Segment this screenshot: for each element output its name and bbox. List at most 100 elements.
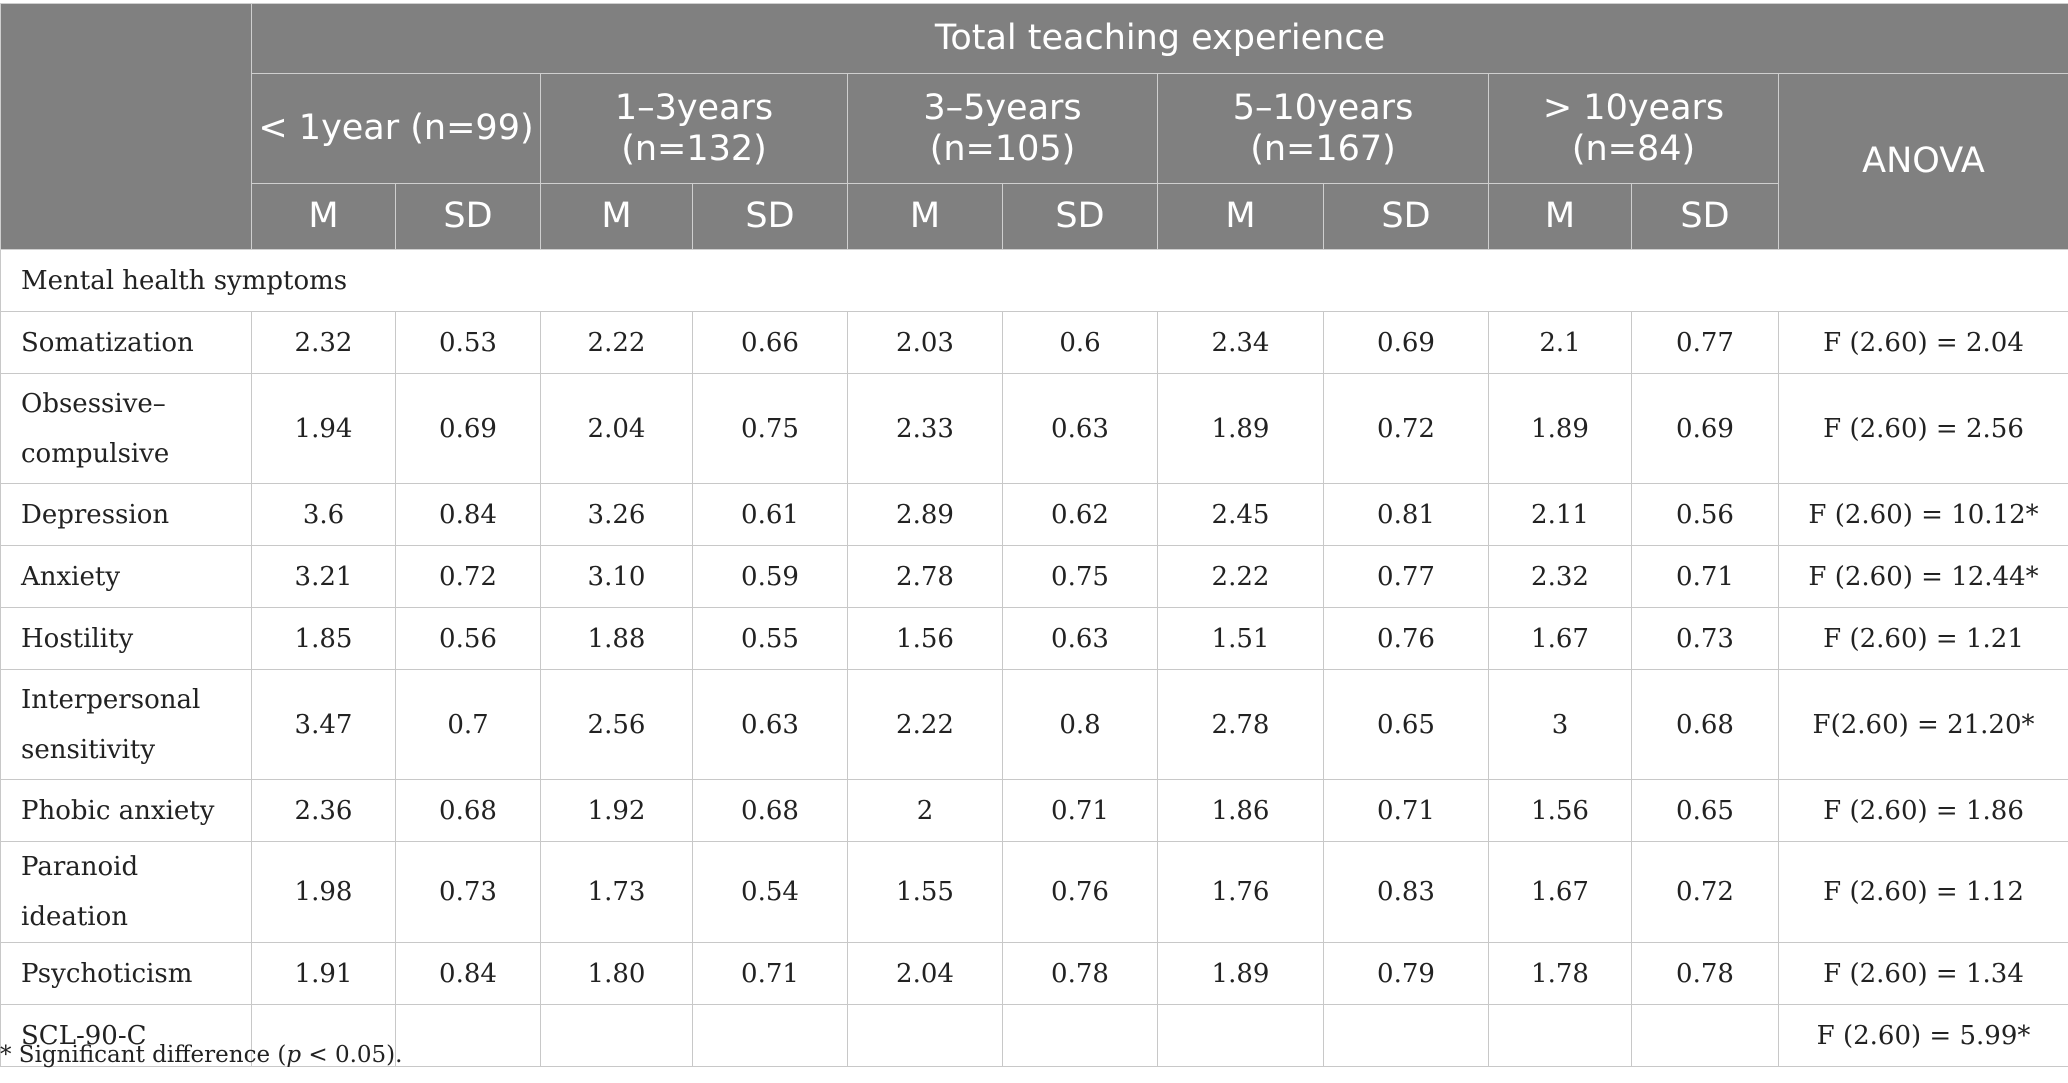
cell-sd: 0.75: [1002, 545, 1158, 608]
cell-sd: 0.68: [1631, 669, 1779, 780]
table-row: Paranoid ideation 1.98 0.73 1.73 0.54 1.…: [0, 841, 2068, 943]
cell-m: 1.85: [251, 607, 396, 670]
cell-m: 1.94: [251, 373, 396, 484]
cell-m: 2.33: [847, 373, 1003, 484]
cell-sd: [1323, 1004, 1489, 1067]
sd-header: SD: [395, 183, 541, 250]
cell-anova: F (2.60) = 10.12*: [1777, 483, 2068, 546]
cell-m: 1.88: [540, 607, 693, 670]
row-label: Obsessive–compulsive: [0, 373, 252, 484]
cell-m: 1.89: [1488, 373, 1632, 484]
cell-m: 2.89: [847, 483, 1003, 546]
cell-m: 1.56: [847, 607, 1003, 670]
cell-anova: F (2.60) = 2.56: [1777, 373, 2068, 484]
cell-sd: 0.53: [395, 311, 541, 374]
cell-m: 1.92: [540, 779, 693, 842]
cell-anova: F (2.60) = 1.34: [1777, 942, 2068, 1005]
sd-header: SD: [1631, 183, 1779, 250]
sd-header: SD: [692, 183, 848, 250]
cell-sd: [395, 1004, 541, 1067]
footnote-p: p: [286, 1042, 302, 1068]
cell-sd: 0.79: [1323, 942, 1489, 1005]
cell-sd: [692, 1004, 848, 1067]
cell-sd: 0.69: [395, 373, 541, 484]
cell-m: 1.78: [1488, 942, 1632, 1005]
cell-sd: 0.72: [395, 545, 541, 608]
cell-m: 1.55: [847, 841, 1003, 943]
cell-m: 2.04: [540, 373, 693, 484]
anova-header: ANOVA: [1777, 73, 2068, 250]
row-label: SCL-90-C: [0, 1004, 252, 1067]
m-header: M: [540, 183, 693, 250]
m-header: M: [847, 183, 1003, 250]
cell-m: 2.32: [1488, 545, 1632, 608]
m-header: M: [1488, 183, 1632, 250]
cell-sd: 0.68: [692, 779, 848, 842]
cell-sd: 0.83: [1323, 841, 1489, 943]
footnote-prefix: * Significant difference (: [0, 1042, 287, 1068]
cell-sd: 0.69: [1323, 311, 1489, 374]
section-row: Mental health symptoms: [0, 249, 2068, 312]
cell-sd: 0.69: [1631, 373, 1779, 484]
row-label: Somatization: [0, 311, 252, 374]
cell-m: 1.73: [540, 841, 693, 943]
cell-m: 1.91: [251, 942, 396, 1005]
cell-sd: 0.73: [1631, 607, 1779, 670]
group-header: 5–10years (n=167): [1157, 73, 1489, 184]
group-name: > 10years (n=84): [1542, 87, 1725, 169]
cell-m: 1.76: [1157, 841, 1324, 943]
cell-sd: 0.77: [1631, 311, 1779, 374]
cell-sd: 0.62: [1002, 483, 1158, 546]
header-corner: [0, 3, 252, 250]
cell-anova: F (2.60) = 5.99*: [1777, 1004, 2068, 1067]
group-name: 5–10years (n=167): [1232, 87, 1414, 169]
table-row: Interpersonal sensitivity 3.47 0.7 2.56 …: [0, 669, 2068, 780]
cell-m: [251, 1004, 396, 1067]
group-header: 1–3years (n=132): [540, 73, 848, 184]
cell-sd: 0.65: [1323, 669, 1489, 780]
cell-m: 3.47: [251, 669, 396, 780]
cell-sd: 0.8: [1002, 669, 1158, 780]
cell-m: 2.22: [847, 669, 1003, 780]
row-label: Paranoid ideation: [0, 841, 252, 943]
cell-sd: [1002, 1004, 1158, 1067]
cell-sd: 0.75: [692, 373, 848, 484]
cell-m: 1.98: [251, 841, 396, 943]
cell-sd: 0.6: [1002, 311, 1158, 374]
cell-m: 2.32: [251, 311, 396, 374]
group-header: > 10years (n=84): [1488, 73, 1779, 184]
row-label: Depression: [0, 483, 252, 546]
footnote-suffix: < 0.05).: [301, 1042, 403, 1068]
cell-sd: 0.78: [1631, 942, 1779, 1005]
cell-sd: 0.55: [692, 607, 848, 670]
cell-m: 2.78: [847, 545, 1003, 608]
cell-m: 1.80: [540, 942, 693, 1005]
group-name: 1–3years (n=132): [614, 87, 774, 169]
cell-m: [1488, 1004, 1632, 1067]
table-row: Phobic anxiety 2.36 0.68 1.92 0.68 2 0.7…: [0, 779, 2068, 842]
cell-anova: F (2.60) = 1.12: [1777, 841, 2068, 943]
cell-sd: 0.59: [692, 545, 848, 608]
cell-m: 3.21: [251, 545, 396, 608]
cell-sd: 0.63: [692, 669, 848, 780]
cell-sd: 0.66: [692, 311, 848, 374]
cell-anova: F (2.60) = 12.44*: [1777, 545, 2068, 608]
group-title: Total teaching experience: [250, 3, 2068, 74]
sd-header: SD: [1002, 183, 1158, 250]
table-row: Hostility 1.85 0.56 1.88 0.55 1.56 0.63 …: [0, 607, 2068, 670]
cell-m: 3.6: [251, 483, 396, 546]
cell-m: 2: [847, 779, 1003, 842]
cell-m: [540, 1004, 693, 1067]
cell-sd: 0.56: [1631, 483, 1779, 546]
row-label: Phobic anxiety: [0, 779, 252, 842]
section-label: Mental health symptoms: [0, 249, 2068, 312]
group-header: < 1year (n=99): [251, 73, 541, 184]
m-header: M: [1157, 183, 1324, 250]
group-header: 3–5years (n=105): [847, 73, 1158, 184]
cell-sd: 0.78: [1002, 942, 1158, 1005]
cell-m: 1.56: [1488, 779, 1632, 842]
cell-m: 2.45: [1157, 483, 1324, 546]
cell-m: 1.67: [1488, 607, 1632, 670]
cell-anova: F (2.60) = 1.21: [1777, 607, 2068, 670]
cell-m: 1.86: [1157, 779, 1324, 842]
